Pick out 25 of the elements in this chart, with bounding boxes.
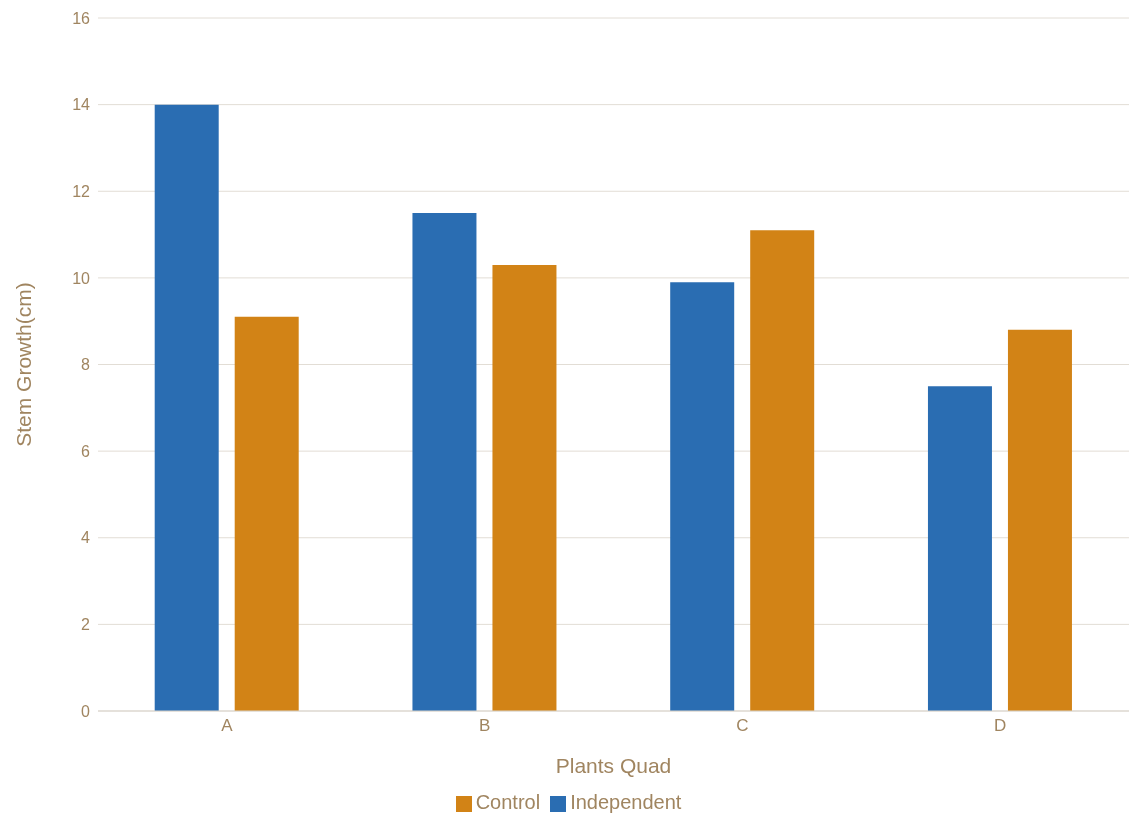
bar <box>412 212 477 711</box>
x-tick-label: A <box>221 716 234 736</box>
y-tick-label: 10 <box>72 269 91 287</box>
y-tick-label: 6 <box>81 442 91 460</box>
y-tick-label: 4 <box>81 529 91 547</box>
legend-label: Independent <box>570 791 682 813</box>
y-tick-label: 2 <box>81 616 91 634</box>
y-tick-label: 14 <box>72 96 91 114</box>
legend-label: Control <box>475 791 541 813</box>
bar <box>1007 329 1072 711</box>
x-tick-label: B <box>478 716 491 736</box>
y-tick-label: 8 <box>81 356 91 374</box>
y-tick-label: 0 <box>81 702 91 720</box>
bar <box>750 230 815 711</box>
x-tick-label: D <box>993 716 1007 736</box>
bar <box>234 316 299 711</box>
y-axis-title: Stem Growth(cm) <box>12 282 36 447</box>
x-axis-title: Plants Quad <box>555 754 672 777</box>
bar <box>154 104 219 711</box>
x-tick-label: C <box>736 716 749 736</box>
bar <box>492 264 557 711</box>
bar <box>927 386 992 711</box>
bar <box>670 282 735 711</box>
y-tick-label: 16 <box>72 9 91 27</box>
y-tick-label: 12 <box>72 182 91 200</box>
